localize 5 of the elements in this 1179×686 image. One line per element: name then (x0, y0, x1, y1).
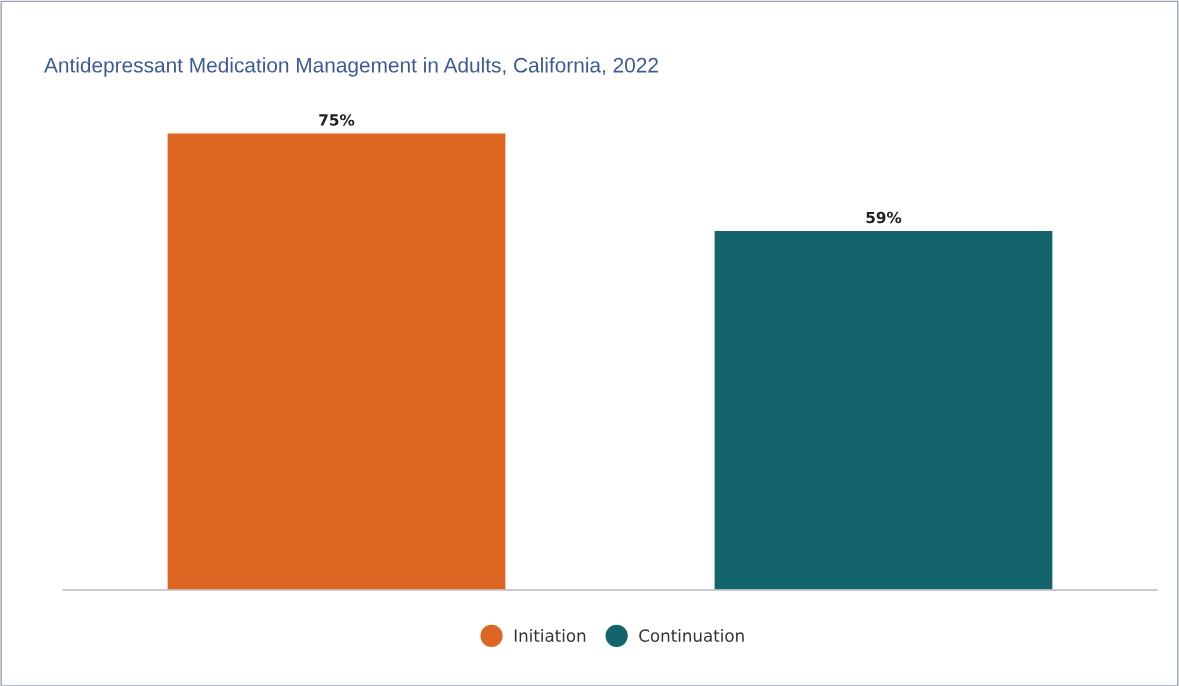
data-label: 75% (319, 114, 355, 126)
chart-title: Antidepressant Medication Management in Adults, California, 2022 (44, 57, 658, 77)
legend-label: Initiation (514, 629, 586, 642)
legend-label: Continuation (639, 629, 744, 642)
data-label: 59% (866, 211, 902, 224)
